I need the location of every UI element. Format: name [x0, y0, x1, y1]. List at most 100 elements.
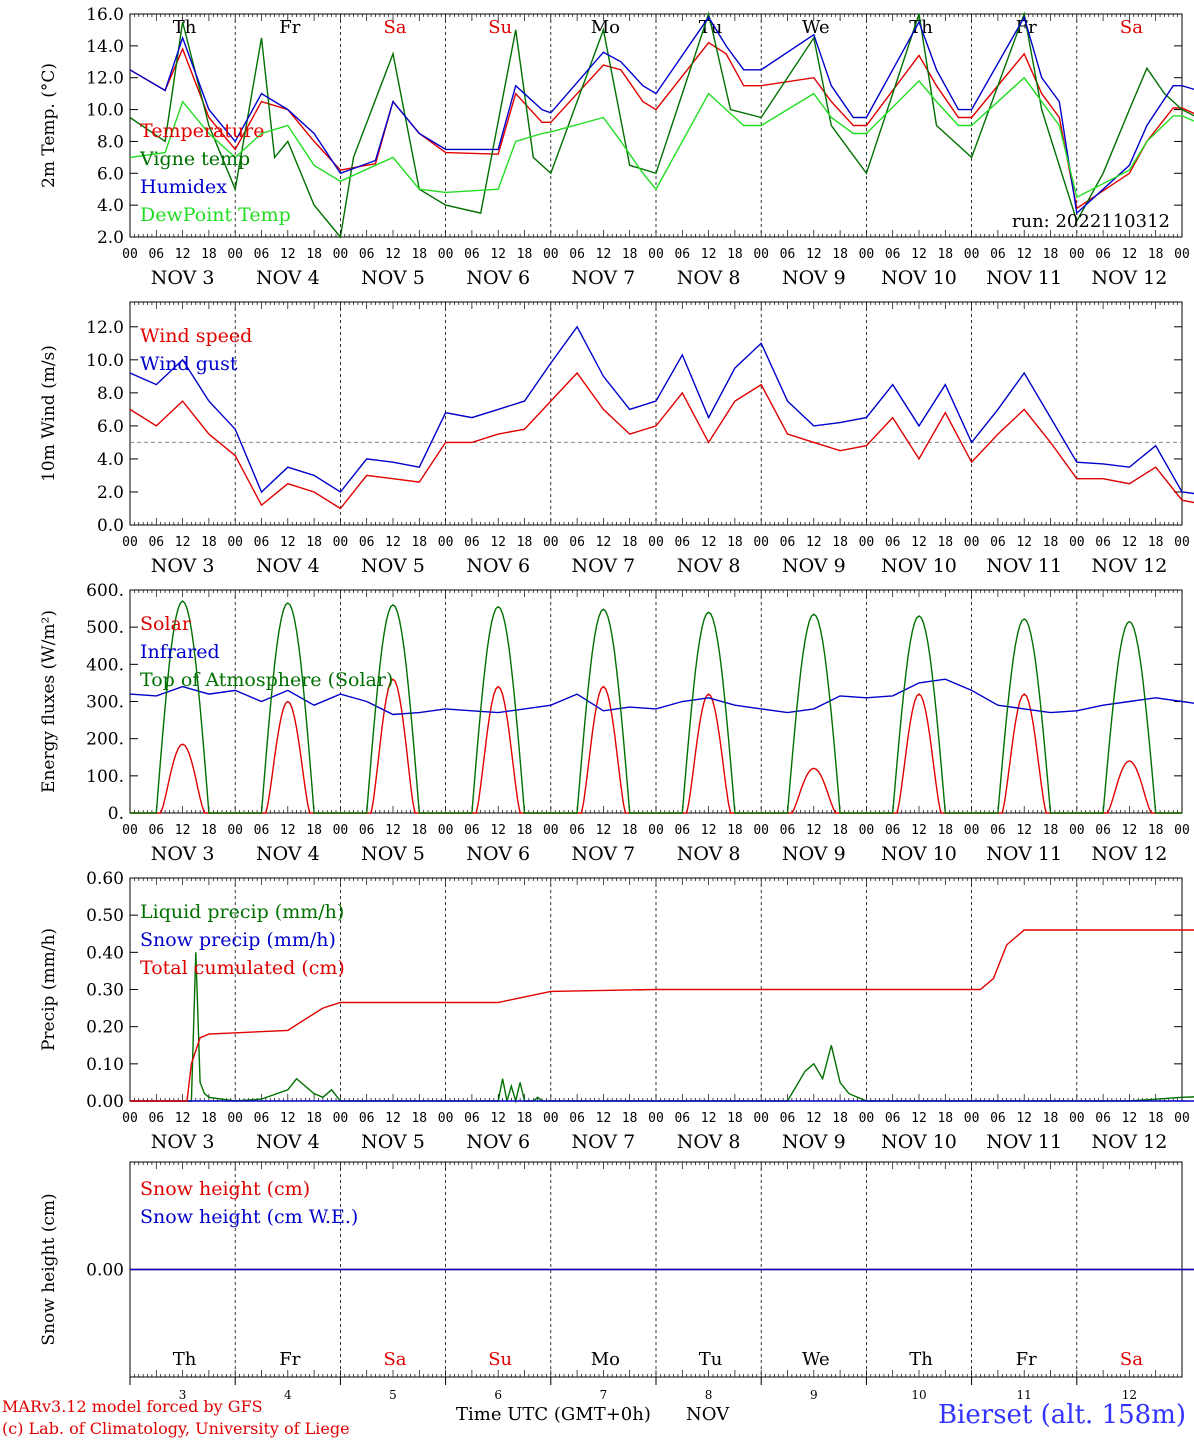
weekday-label: Sa: [1120, 17, 1143, 38]
hour-tick-label: 06: [674, 1111, 690, 1126]
hour-tick-label: 18: [306, 247, 322, 262]
legend-entry: Top of Atmosphere (Solar): [140, 669, 393, 691]
date-label: NOV 12: [1091, 267, 1167, 289]
y-tick-label: 4.0: [97, 450, 124, 470]
y-tick-label: 2.0: [97, 483, 124, 503]
hour-tick-label: 00: [1069, 535, 1085, 550]
date-label: NOV 9: [782, 555, 846, 577]
date-label: NOV 6: [466, 267, 530, 289]
date-label: NOV 3: [151, 555, 215, 577]
legend-entry: Vigne temp: [139, 148, 250, 170]
weekday-label: Mo: [591, 1349, 620, 1370]
hour-tick-label: 00: [122, 535, 138, 550]
hour-tick-label: 18: [1043, 823, 1059, 838]
y-tick-label: 0.10: [86, 1055, 124, 1075]
date-label: NOV 10: [881, 1131, 957, 1153]
date-label: NOV 7: [572, 555, 636, 577]
date-label: NOV 11: [986, 555, 1062, 577]
hour-tick-label: 18: [306, 535, 322, 550]
hour-tick-label: 12: [385, 535, 401, 550]
date-label: NOV 5: [361, 267, 425, 289]
day-number-label: 9: [810, 1388, 818, 1402]
hour-tick-label: 12: [490, 247, 506, 262]
hour-tick-label: 06: [990, 823, 1006, 838]
hour-tick-label: 00: [227, 823, 243, 838]
hour-tick-label: 12: [596, 247, 612, 262]
panel-energy: 0. 100. 200. 300. 400. 500. 600. Energy fluxes …: [39, 581, 1194, 865]
y-tick-label: 0.00: [86, 1092, 124, 1112]
y-axis-label: 10m Wind (m/s): [39, 345, 59, 482]
hour-tick-label: 12: [1122, 535, 1138, 550]
hour-tick-label: 18: [517, 247, 533, 262]
hour-tick-label: 18: [832, 823, 848, 838]
date-label: NOV 10: [881, 843, 957, 865]
hour-tick-label: 18: [832, 247, 848, 262]
date-label: NOV 4: [256, 1131, 320, 1153]
hour-tick-label: 06: [1095, 823, 1111, 838]
hour-tick-label: 00: [227, 247, 243, 262]
hour-tick-label: 06: [990, 535, 1006, 550]
panel-precip: 0.00 0.10 0.20 0.30 0.40 0.50 0.60 Precip (mm/h…: [39, 869, 1194, 1153]
date-label: NOV 7: [572, 843, 636, 865]
date-label: NOV 8: [677, 267, 741, 289]
day-number-label: 5: [389, 1388, 397, 1402]
hour-tick-label: 18: [622, 1111, 638, 1126]
hour-tick-label: 00: [648, 535, 664, 550]
date-label: NOV 11: [986, 267, 1062, 289]
y-tick-label: 0.: [108, 804, 124, 824]
date-label: NOV 7: [572, 267, 636, 289]
weekday-label: Tu: [699, 1349, 723, 1370]
hour-tick-label: 06: [885, 1111, 901, 1126]
date-label: NOV 11: [986, 843, 1062, 865]
hour-tick-label: 06: [1095, 247, 1111, 262]
hour-tick-label: 18: [201, 247, 217, 262]
legend-entry: DewPoint Temp: [140, 204, 291, 226]
y-tick-label: 6.0: [97, 417, 124, 437]
hour-tick-label: 06: [148, 247, 164, 262]
hour-tick-label: 00: [859, 1111, 875, 1126]
hour-tick-label: 18: [306, 1111, 322, 1126]
day-number-label: 10: [911, 1388, 926, 1402]
hour-tick-label: 00: [753, 247, 769, 262]
hour-tick-label: 18: [201, 1111, 217, 1126]
hour-tick-label: 00: [543, 1111, 559, 1126]
weekday-label: Fr: [279, 17, 300, 38]
y-tick-label: 8.0: [97, 132, 124, 152]
hour-tick-label: 06: [148, 823, 164, 838]
date-label: NOV 6: [466, 555, 530, 577]
hour-tick-label: 12: [701, 535, 717, 550]
hour-tick-label: 12: [1122, 247, 1138, 262]
weekday-label: Th: [909, 1349, 933, 1370]
panel-snow: 0.00 Snow height (cm) Th Fr Sa Su Mo Tu We Th Fr Sa…: [39, 1161, 1194, 1402]
panel-temperature: 2.0 4.0 6.0 8.0 10.0 12.0 14.0 16.0 2m Temp. (°C…: [39, 5, 1194, 289]
hour-tick-label: 06: [569, 823, 585, 838]
series-line: [129, 11, 1194, 239]
hour-tick-label: 06: [990, 1111, 1006, 1126]
y-axis-label: 2m Temp. (°C): [39, 63, 59, 188]
hour-tick-label: 00: [333, 1111, 349, 1126]
weekday-label: Fr: [1016, 1349, 1037, 1370]
day-number-label: 6: [494, 1388, 502, 1402]
hour-tick-label: 06: [885, 535, 901, 550]
hour-tick-label: 12: [911, 1111, 927, 1126]
hour-tick-label: 00: [648, 823, 664, 838]
hour-tick-label: 18: [306, 823, 322, 838]
hour-tick-label: 18: [727, 1111, 743, 1126]
y-tick-label: 0.00: [86, 1261, 124, 1281]
y-tick-label: 600.: [86, 581, 124, 601]
legend-entry: Wind gust: [140, 353, 238, 375]
hour-tick-label: 00: [1174, 823, 1190, 838]
hour-tick-label: 12: [175, 247, 191, 262]
hour-tick-label: 18: [727, 535, 743, 550]
hour-tick-label: 06: [1095, 1111, 1111, 1126]
hour-tick-label: 06: [359, 1111, 375, 1126]
date-label: NOV 8: [677, 843, 741, 865]
hour-tick-label: 00: [1174, 1111, 1190, 1126]
hour-tick-label: 12: [490, 823, 506, 838]
date-label: NOV 5: [361, 843, 425, 865]
hour-tick-label: 18: [727, 823, 743, 838]
hour-tick-label: 06: [464, 823, 480, 838]
hour-tick-label: 18: [937, 1111, 953, 1126]
hour-tick-label: 18: [727, 247, 743, 262]
y-tick-label: 0.60: [86, 869, 124, 889]
